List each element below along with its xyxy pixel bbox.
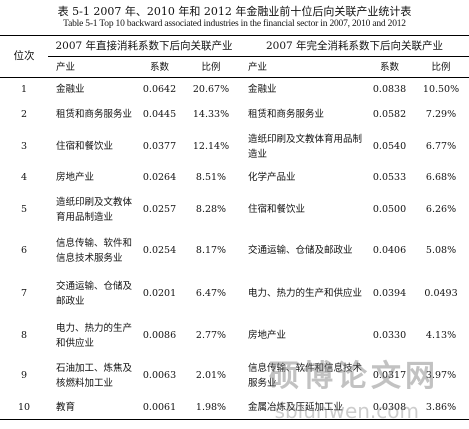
- watermark-url: sblunwen.com: [274, 399, 419, 423]
- table-cell: 2: [20, 109, 28, 120]
- table-cell: 0.0317: [372, 370, 407, 381]
- table-cell: 交通运输、仓储及邮政业: [56, 280, 133, 307]
- table-cell: 0.0533: [372, 172, 407, 183]
- table-cell: 4: [20, 172, 28, 183]
- table-row: 10 教育 0.0061 1.98% 金属冶炼及压延加工业 0.0308 3.86%: [0, 395, 469, 420]
- column-header-row: 产业 系数 比例 产业 系数 比例: [0, 56, 469, 78]
- table-cell: 0.0394: [372, 288, 407, 299]
- table-cell: 0.0201: [142, 288, 177, 299]
- table-cell: 0.0257: [142, 204, 177, 215]
- table-row: 8 电力、热力的生产和供应业 0.0086 2.77% 房地产业 0.0330 4.13%: [0, 316, 469, 356]
- group-header-row: 位次 2007 年直接消耗系数下后向关联产业 2007 年完全消耗系数下后向关联…: [0, 35, 469, 78]
- table-cell: 房地产业: [248, 330, 287, 341]
- table-cell: 10.50%: [422, 84, 460, 96]
- table-cell: 信息传输、软件和信息技术服务业: [56, 237, 133, 264]
- table-cell: 住宿和餐饮业: [248, 204, 306, 215]
- table-cell: 9: [20, 370, 28, 381]
- table-cell: 12.14%: [192, 141, 230, 152]
- table-cell: 6.47%: [195, 288, 227, 299]
- table-cell: 房地产业: [56, 172, 95, 183]
- table-cell: 石油加工、炼焦及核燃料加工业: [56, 362, 133, 389]
- table-cell: 0.0445: [142, 109, 177, 120]
- table-cell: 6.26%: [425, 204, 457, 215]
- watermark: 硕博论文网: [269, 359, 439, 394]
- table-cell: 7: [20, 288, 28, 299]
- table-cell: 5.08%: [425, 245, 457, 256]
- table-cell: 8: [20, 330, 28, 341]
- column-header: 系数: [137, 56, 182, 78]
- table-cell: 教育: [48, 395, 137, 420]
- table-cell: 7.29%: [425, 109, 457, 120]
- table-cell: 0.0063: [142, 370, 177, 381]
- table-cell: 交通运输、仓储及邮政业: [248, 245, 353, 256]
- table-row: 6 信息传输、软件和信息技术服务业 0.0254 8.17% 交通运输、仓储及邮政业 0.…: [0, 230, 469, 272]
- table-cell: 租赁和商务服务业: [56, 109, 133, 120]
- table-cell: 电力、热力的生产和供应业: [248, 288, 363, 299]
- table-cell: 住宿和餐饮业: [56, 141, 114, 152]
- table-cell: 0.0493: [424, 288, 458, 299]
- table-row: 2 租赁和商务服务业 0.0445 14.33% 租赁和商务服务业 0.0582 7.29%: [0, 102, 469, 128]
- table-row: 7 交通运输、仓储及邮政业 0.0201 6.47% 电力、热力的生产和供应业 0.039…: [0, 272, 469, 316]
- table-cell: 8.51%: [195, 172, 227, 183]
- table-cell: 金属冶炼及压延加工业: [240, 395, 367, 420]
- table-cell: 0.0086: [142, 330, 177, 341]
- table-cell: 8.17%: [195, 245, 227, 256]
- table-cell: 0.0500: [372, 204, 407, 215]
- table-cell: 金融业: [56, 84, 85, 96]
- table-cell: 2.77%: [195, 330, 227, 341]
- table-row: 5 造纸印刷及文教体育用品制造业 0.0257 8.28% 住宿和餐饮业 0.0500 6.…: [0, 190, 469, 230]
- table-cell: 4.13%: [425, 330, 457, 341]
- header-cell: 位次: [0, 35, 48, 78]
- table-cell: 化学产品业: [248, 172, 296, 183]
- table-cell: 5: [20, 204, 28, 215]
- table-row: 1 金融业 0.0642 20.67% 金融业 0.0838 10.50%: [0, 78, 469, 102]
- table-cell: 电力、热力的生产和供应业: [56, 322, 133, 349]
- table-cell: 金融业: [248, 84, 277, 96]
- header-cell: 2007 年完全消耗系数下后向关联产业: [240, 35, 469, 57]
- table-cell: 3: [20, 141, 28, 152]
- table-cell: 0.0582: [372, 109, 407, 120]
- table-cell: 14.33%: [192, 109, 230, 120]
- table-cell: 0.0308: [366, 395, 414, 420]
- table-subtitle: Table 5-1 Top 10 backward associated ind…: [63, 19, 406, 29]
- table-cell: 10: [0, 395, 48, 420]
- column-header: 比例: [182, 56, 241, 78]
- table-cell: 0.0264: [142, 172, 177, 183]
- table-cell: 造纸印刷及文教体育用品制造业: [56, 196, 133, 223]
- table-cell: 0.0406: [372, 245, 407, 256]
- table-cell: 6.68%: [425, 172, 457, 183]
- table-cell: 0.0377: [142, 141, 177, 152]
- column-header: 产业: [48, 56, 137, 78]
- table-cell: 0.0061: [137, 395, 182, 420]
- table-row: 4 房地产业 0.0264 8.51% 化学产品业 0.0533 6.68%: [0, 166, 469, 190]
- table-body: 1 金融业 0.0642 20.67% 金融业 0.0838 10.50% 2 租赁和商务服务业…: [0, 78, 469, 420]
- column-header: 产业: [240, 56, 367, 78]
- column-header: 比例: [413, 56, 469, 78]
- table-cell: 20.67%: [192, 84, 230, 96]
- table-cell: 0.0540: [372, 141, 407, 152]
- table-cell: 1: [20, 84, 28, 96]
- table-row: 9 石油加工、炼焦及核燃料加工业 0.0063 2.01% 信息传输、软件和信息技术服务…: [0, 356, 469, 396]
- table-cell: 3.86%: [413, 395, 469, 420]
- header-cell: 2007 年直接消耗系数下后向关联产业: [48, 35, 241, 57]
- table-cell: 信息传输、软件和信息技术服务业: [248, 362, 363, 389]
- table-cell: 6: [20, 245, 28, 256]
- table-cell: 租赁和商务服务业: [248, 109, 325, 120]
- table-cell: 8.28%: [195, 204, 227, 215]
- table-row: 3 住宿和餐饮业 0.0377 12.14% 造纸印刷及文教体育用品制造业 0.0540 6…: [0, 128, 469, 166]
- column-header: 系数: [366, 56, 414, 78]
- table-cell: 3.97%: [425, 370, 457, 381]
- table-cell: 造纸印刷及文教体育用品制造业: [248, 133, 363, 160]
- table-title: 表 5-1 2007 年、2010 年和 2012 年金融业前十位后向关联产业统…: [57, 5, 412, 18]
- data-table: 位次 2007 年直接消耗系数下后向关联产业 2007 年完全消耗系数下后向关联…: [0, 35, 469, 420]
- table-cell: 2.01%: [195, 370, 227, 381]
- table-cell: 0.0330: [372, 330, 407, 341]
- table-cell: 0.0838: [372, 84, 407, 96]
- table-cell: 6.77%: [425, 141, 457, 152]
- table-cell: 1.98%: [182, 395, 241, 420]
- table-cell: 0.0254: [142, 245, 177, 256]
- table-cell: 0.0642: [142, 84, 177, 96]
